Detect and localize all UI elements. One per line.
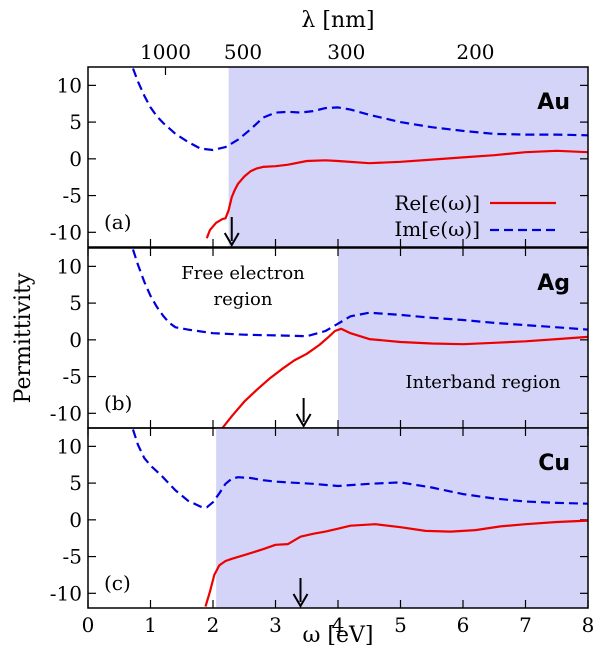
panel-cu: 10 5 0 -5 -10 Cu (c) (50, 427, 589, 609)
x-axis-ticks: 0 1 2 3 4 5 6 7 8 (82, 613, 595, 637)
series-line-im (131, 429, 588, 509)
legend: Re[ϵ(ω)] Im[ϵ(ω)] (394, 191, 556, 241)
arrow-marker-head (292, 593, 309, 608)
y-tick-label: 0 (69, 328, 82, 352)
y-tick-label: 5 (69, 110, 82, 134)
y-tick-label: 10 (57, 73, 82, 97)
series-line-im (131, 249, 588, 338)
panel-ag: 10 5 0 -5 -10 Ag (b) Free electron region Interba… (50, 247, 589, 429)
arrow-marker-head (223, 232, 240, 247)
series-group (131, 429, 588, 607)
top-tick-label: 200 (456, 40, 494, 64)
metal-label: Ag (537, 271, 570, 296)
series-line-im (131, 68, 588, 152)
annotation-region: region (214, 289, 273, 310)
metal-label: Cu (538, 451, 570, 476)
x-axis-label: ω [eV] (302, 623, 373, 648)
x-tick-label: 3 (269, 613, 282, 637)
series-line-re (204, 519, 588, 607)
series-line-re (221, 327, 588, 428)
interband-shade (216, 428, 588, 608)
top-tick-label: 1000 (140, 40, 191, 64)
y-tick-label: 10 (57, 434, 82, 458)
series-group (131, 249, 588, 428)
legend-label-re: Re[ϵ(ω)] (394, 191, 480, 215)
y-tick-label: 5 (69, 291, 82, 315)
panel-au: 10 5 0 -5 -10 Au (a) (50, 66, 589, 248)
panel-frame (87, 427, 589, 609)
x-tick-label: 4 (332, 613, 345, 637)
x-tick-label: 2 (207, 613, 220, 637)
x-tick-label: 5 (394, 613, 407, 637)
x-tick-label: 6 (457, 613, 470, 637)
top-axis-label: λ [nm] (301, 8, 374, 33)
y-tick-label: -5 (63, 365, 82, 389)
top-tick-label: 500 (224, 40, 262, 64)
y-tick-label: -5 (63, 184, 82, 208)
series-group (131, 68, 588, 239)
series-line-re (205, 149, 588, 239)
x-tick-label: 1 (144, 613, 157, 637)
interband-shade (228, 67, 588, 247)
y-tick-label: 0 (69, 508, 82, 532)
annotation-free-electron: Free electron (181, 263, 305, 284)
y-tick-label: -10 (50, 220, 82, 244)
metal-label: Au (537, 90, 570, 115)
x-tick-label: 0 (82, 613, 95, 637)
y-tick-label: 0 (69, 147, 82, 171)
legend-label-im: Im[ϵ(ω)] (394, 217, 480, 241)
interband-shade (338, 248, 588, 428)
panel-label: (b) (104, 391, 132, 415)
y-tick-label: -5 (63, 545, 82, 569)
panel-frame (87, 66, 589, 248)
panel-label: (c) (104, 571, 131, 595)
y-tick-label: -10 (50, 581, 82, 605)
panel-label: (a) (104, 210, 132, 234)
y-axis-label: Permittivity (11, 272, 36, 403)
y-tick-label: -10 (50, 401, 82, 425)
x-tick-label: 7 (519, 613, 532, 637)
y-tick-label: 10 (57, 254, 82, 278)
arrow-marker-head (295, 413, 312, 428)
top-tick-label: 300 (327, 40, 365, 64)
annotation-interband: Interband region (405, 372, 561, 393)
y-tick-label: 5 (69, 471, 82, 495)
x-tick-label: 8 (582, 613, 595, 637)
